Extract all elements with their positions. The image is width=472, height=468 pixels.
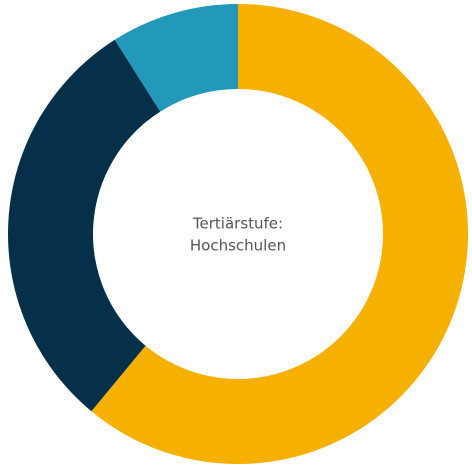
donut-slice — [7, 39, 161, 412]
center-label: Tertiärstufe: — [192, 215, 283, 233]
donut — [7, 4, 469, 465]
donut-slice — [91, 4, 469, 465]
donut-slice — [114, 4, 238, 112]
center-label: Hochschulen — [190, 237, 286, 255]
